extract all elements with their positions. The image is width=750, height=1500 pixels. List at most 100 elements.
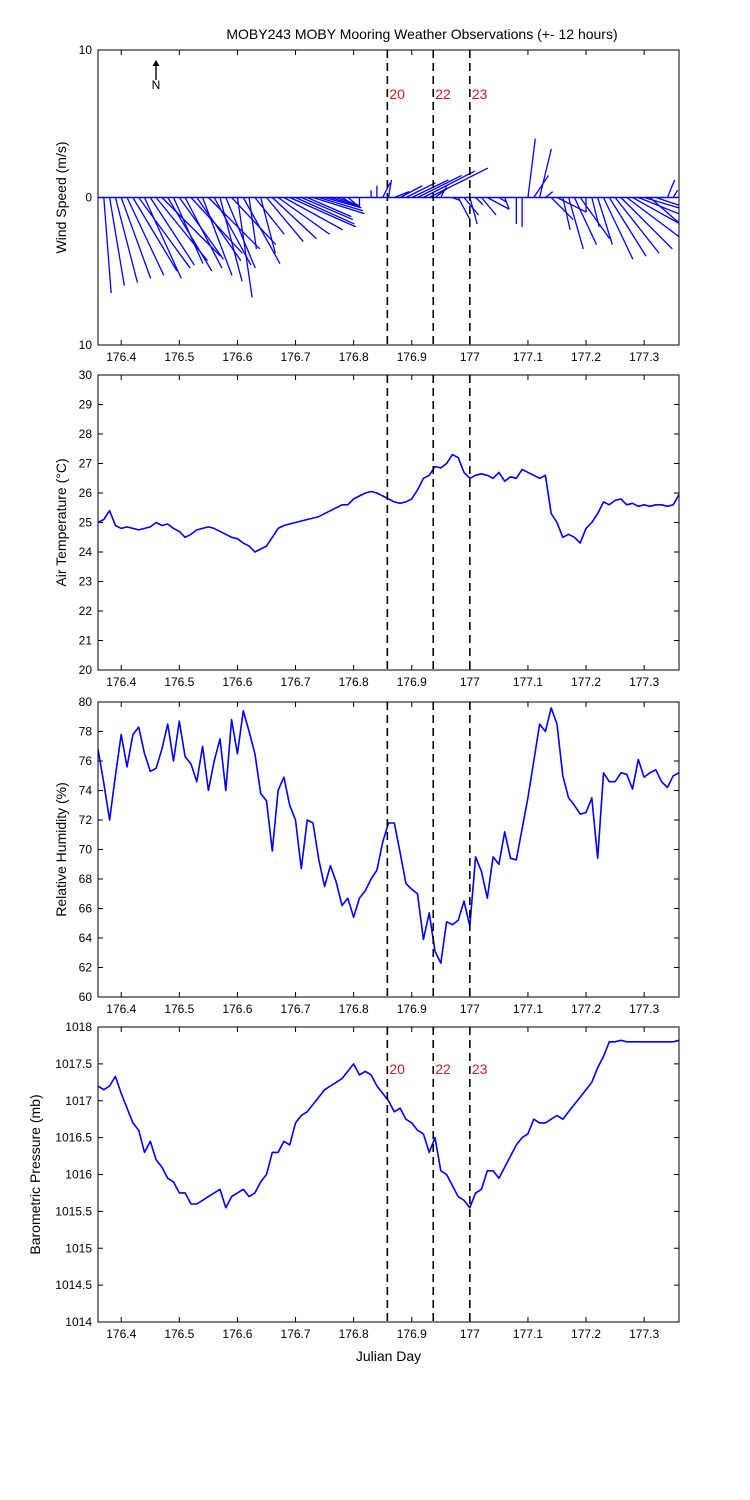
y-tick-label: 64: [79, 931, 93, 945]
wind-vector: [108, 197, 125, 286]
wind-vector: [649, 197, 679, 224]
wind-vector: [486, 196, 510, 210]
wind-vector: [341, 196, 358, 207]
y-tick-label: 10: [79, 43, 93, 57]
y-tick-label: 20: [79, 663, 93, 677]
wind-vector: [562, 197, 571, 230]
y-tick-label: 1016.5: [55, 1131, 92, 1145]
wind-vector: [591, 197, 600, 228]
x-axis-label: Julian Day: [356, 1348, 421, 1364]
wind-vector: [295, 196, 355, 225]
y-tick-label: 1014: [65, 1315, 92, 1329]
y-tick-label: 78: [79, 725, 93, 739]
wind-vector: [236, 197, 253, 298]
wind-vector: [638, 196, 679, 215]
x-tick-label: 177.3: [629, 1327, 659, 1341]
y-tick-label: 72: [79, 813, 93, 827]
y-tick-label: 23: [79, 575, 93, 589]
wind-vector: [469, 197, 478, 225]
x-tick-label: 176.7: [281, 1002, 311, 1016]
figure-title: MOBY243 MOBY Mooring Weather Observation…: [226, 26, 617, 42]
x-tick-label: 176.4: [106, 1327, 136, 1341]
wind-vector: [463, 197, 480, 216]
wind-vector: [347, 196, 356, 204]
plot-frame: [97, 49, 680, 346]
x-tick-label: 176.8: [339, 1002, 369, 1016]
y-tick-label: 62: [79, 961, 93, 975]
x-tick-label: 176.4: [106, 350, 136, 364]
y-tick-label: 1018: [65, 1020, 92, 1034]
y-tick-label: 21: [79, 634, 93, 648]
event-marker-label: 20: [389, 86, 405, 102]
x-tick-label: 177.1: [513, 1327, 543, 1341]
wind-vector: [643, 196, 679, 209]
wind-vector: [626, 196, 679, 238]
y-axis-label: Barometric Pressure (mb): [27, 1094, 43, 1254]
y-tick-label: 29: [79, 398, 93, 412]
x-tick-label: 176.5: [164, 1327, 194, 1341]
wind-vector: [265, 197, 304, 243]
series-line: [98, 453, 679, 553]
wind-vector: [666, 179, 676, 198]
wind-vector: [608, 197, 647, 257]
wind-vector: [219, 197, 243, 282]
plot-frame: [97, 374, 680, 671]
wind-vector: [655, 196, 679, 206]
wind-vector: [475, 197, 484, 206]
wind-vector: [225, 197, 256, 269]
wind-vector: [172, 197, 204, 264]
wind-vector: [207, 197, 261, 250]
wind-vector: [242, 197, 281, 264]
x-tick-label: 176.6: [222, 675, 252, 689]
x-tick-label: 176.6: [222, 350, 252, 364]
wind-vector: [138, 197, 191, 269]
wind-vector: [405, 182, 436, 199]
wind-vector: [184, 197, 223, 269]
wind-vector: [201, 197, 233, 276]
x-tick-label: 177.1: [513, 675, 543, 689]
x-tick-label: 177: [460, 675, 480, 689]
y-tick-label: 1014.5: [55, 1278, 92, 1292]
y-tick-label: 25: [79, 516, 93, 530]
x-tick-label: 177.3: [629, 350, 659, 364]
x-tick-label: 176.6: [222, 1002, 252, 1016]
wind-vector: [452, 196, 461, 202]
plot-area: [98, 1039, 679, 1209]
x-tick-label: 176.7: [281, 350, 311, 364]
x-tick-label: 176.6: [222, 1327, 252, 1341]
x-tick-label: 176.8: [339, 1327, 369, 1341]
event-marker-label: 23: [472, 1061, 488, 1077]
wind-vector: [271, 197, 317, 240]
wind-vector: [126, 197, 165, 276]
wind-vector: [417, 174, 462, 199]
wind-vector: [672, 189, 679, 198]
x-tick-label: 176.9: [397, 350, 427, 364]
y-axis-label: Air Temperature (°C): [53, 458, 69, 586]
x-tick-label: 177.3: [629, 675, 659, 689]
panel-3: 176.4 176.5 176.6 176.7 176.8 176.9 177 177.1 17…: [53, 695, 680, 1016]
wind-vector: [457, 197, 471, 220]
y-tick-label: 22: [79, 604, 93, 618]
wind-vector: [632, 196, 679, 225]
x-tick-label: 177.2: [571, 1327, 601, 1341]
x-tick-label: 176.8: [339, 350, 369, 364]
event-marker-label: 23: [472, 86, 488, 102]
wind-vector: [277, 196, 330, 235]
wind-vector: [306, 196, 352, 218]
wind-vector: [567, 197, 584, 250]
wind-vector: [132, 197, 178, 272]
y-tick-label: 1015: [65, 1241, 92, 1255]
x-tick-label: 176.5: [164, 350, 194, 364]
y-tick-label: 76: [79, 754, 93, 768]
wind-vector: [248, 197, 258, 250]
y-tick-label: 1017.5: [55, 1057, 92, 1071]
wind-vector: [504, 197, 510, 210]
wind-vector: [573, 197, 598, 245]
y-tick-label: 66: [79, 902, 93, 916]
event-marker-label: 22: [435, 86, 451, 102]
wind-vector: [382, 182, 391, 198]
panel-2: 176.4 176.5 176.6 176.7 176.8 176.9 177 177.1 17…: [53, 368, 680, 689]
wind-vector: [620, 197, 673, 250]
y-tick-label: 0: [85, 191, 92, 205]
wind-vector: [143, 197, 182, 279]
